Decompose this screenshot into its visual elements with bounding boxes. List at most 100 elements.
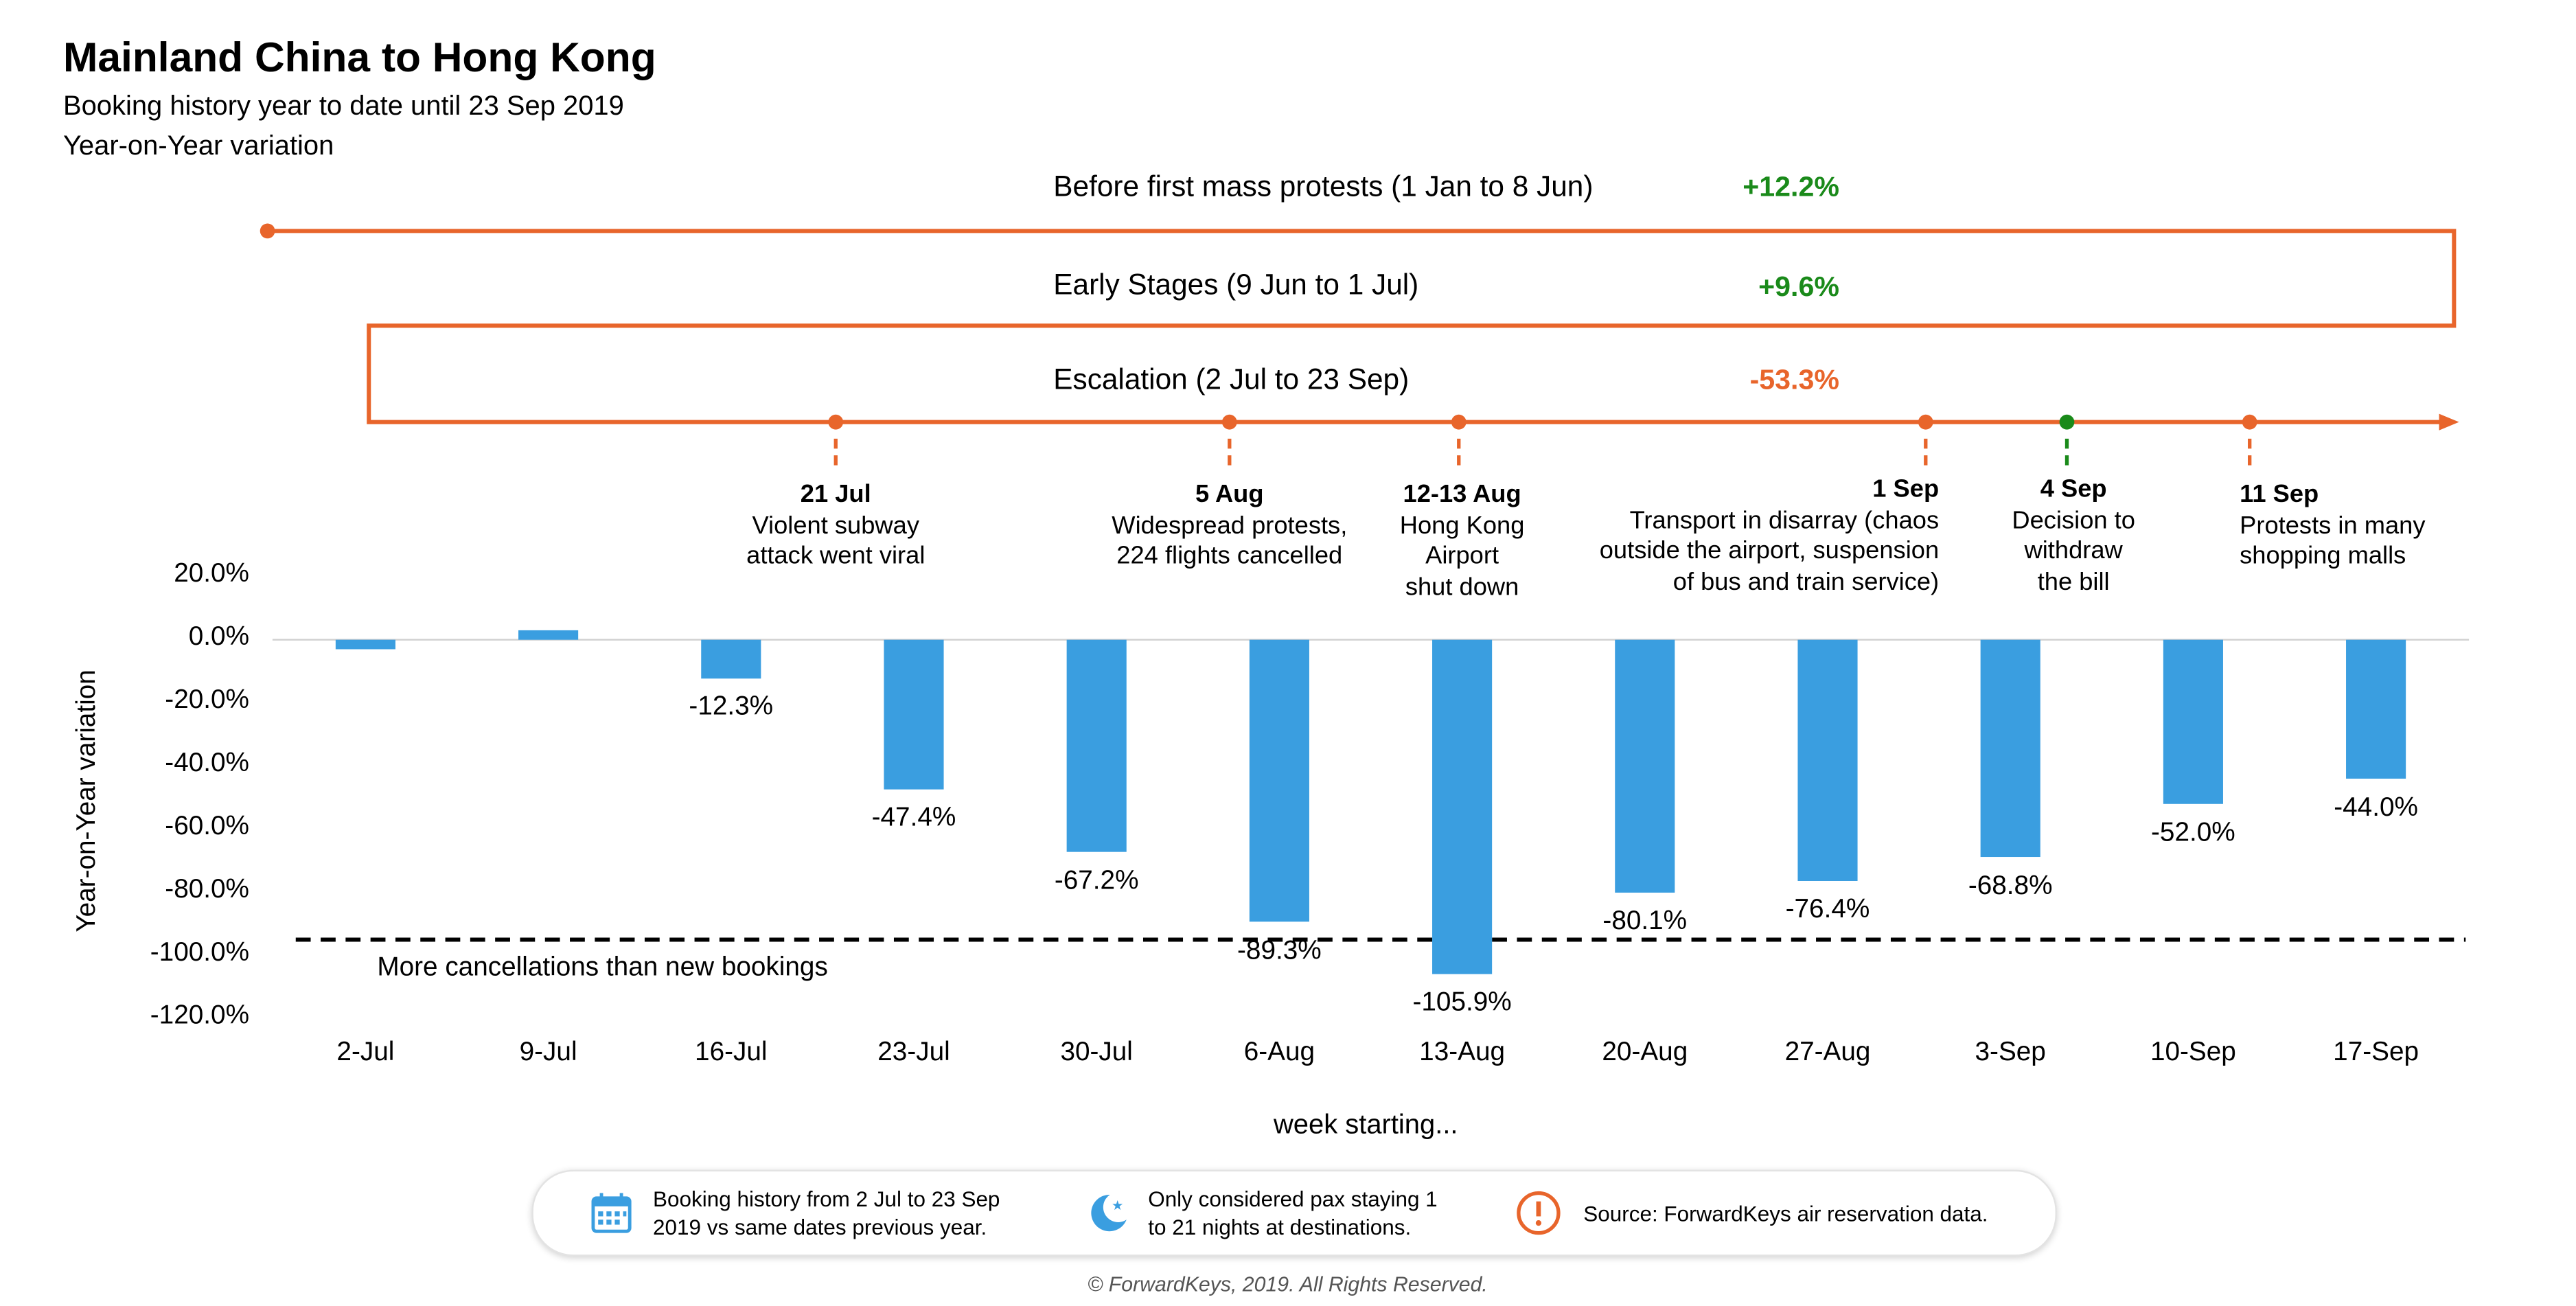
legend-box: Booking history from 2 Jul to 23 Sep 201… <box>531 1169 2057 1257</box>
data-label: -76.4% <box>1785 895 1870 924</box>
phase-label-before: Before first mass protests (1 Jan to 8 J… <box>1053 169 1594 203</box>
x-tick-label: 30-Jul <box>1060 1038 1133 1067</box>
x-tick-label: 9-Jul <box>519 1038 577 1067</box>
event-text: Widespread protests, <box>1112 511 1348 540</box>
event-date: 12-13 Aug <box>1403 480 1521 509</box>
event-date: 4 Sep <box>2040 475 2107 504</box>
alert-icon <box>1517 1191 1561 1235</box>
bar-17-sep <box>2346 639 2406 779</box>
svg-text:★: ★ <box>1112 1198 1123 1213</box>
event-text: withdraw <box>2024 536 2123 565</box>
chart-subtitle-2: Year-on-Year variation <box>62 131 334 161</box>
y-tick-label: -60.0% <box>165 812 249 841</box>
calendar-icon <box>591 1193 632 1233</box>
event-text: outside the airport, suspension <box>1599 536 1940 565</box>
event-text: Airport <box>1425 541 1499 571</box>
phase-value-early: +9.6% <box>1758 271 1839 303</box>
bar-23-jul <box>884 639 944 790</box>
event-12-13-aug: 12-13 Aug Hong Kong Airport shut down <box>1400 480 1525 603</box>
y-tick-label: -120.0% <box>150 1002 249 1031</box>
threshold-label: More cancellations than new bookings <box>377 954 828 983</box>
bar-10-sep <box>2163 639 2223 804</box>
timeline-arrow-head <box>2439 413 2459 431</box>
data-label: -47.4% <box>871 804 956 833</box>
event-11-sep: 11 Sep Protests in many shopping malls <box>2240 480 2425 572</box>
chart-subtitle: Booking history year to date until 23 Se… <box>62 91 624 122</box>
event-21-jul: 21 Jul Violent subway attack went viral <box>746 480 925 572</box>
bar-3-sep <box>1980 639 2040 858</box>
event-4-sep: 4 Sep Decision to withdraw the bill <box>2012 475 2135 598</box>
event-text: Hong Kong <box>1399 511 1525 540</box>
event-text: shut down <box>1405 572 1519 601</box>
event-date: 21 Jul <box>800 480 871 509</box>
phase-value-before: +12.2% <box>1743 171 1839 203</box>
bar-27-aug <box>1797 639 1858 881</box>
event-5-aug: 5 Aug Widespread protests, 224 flights c… <box>1112 480 1347 572</box>
bar-16-jul <box>701 639 761 679</box>
x-tick-label: 17-Sep <box>2333 1038 2419 1067</box>
event-text: attack went viral <box>746 541 925 571</box>
x-tick-label: 27-Aug <box>1784 1038 1871 1067</box>
y-tick-label: -20.0% <box>165 686 249 715</box>
copyright-footer: © ForwardKeys, 2019. All Rights Reserved… <box>1088 1272 1488 1296</box>
phase-label-escalation: Escalation (2 Jul to 23 Sep) <box>1053 362 1410 396</box>
moon-icon: ★ <box>1091 1194 1127 1232</box>
x-tick-label: 13-Aug <box>1419 1038 1506 1067</box>
legend-item-pax: Only considered pax staying 1 to 21 nigh… <box>1148 1186 1438 1240</box>
y-axis-label: Year-on-Year variation <box>71 669 101 932</box>
y-tick-label: 0.0% <box>188 623 249 652</box>
phase-value-escalation: -53.3% <box>1749 363 1839 396</box>
event-text: Transport in disarray (chaos <box>1629 505 1940 535</box>
bar-6-aug <box>1249 639 1309 922</box>
legend-item-source: Source: ForwardKeys air reservation data… <box>1583 1201 1988 1226</box>
event-text: shopping malls <box>2240 541 2406 571</box>
y-tick-label: -100.0% <box>150 939 249 967</box>
event-marker-0 <box>828 414 844 430</box>
x-tick-label: 3-Sep <box>1975 1038 2046 1067</box>
y-tick-label: -80.0% <box>165 875 249 904</box>
data-label: -80.1% <box>1602 907 1688 936</box>
event-text: 224 flights cancelled <box>1116 541 1343 571</box>
bar-2-jul <box>335 639 395 650</box>
event-date: 11 Sep <box>2240 480 2319 509</box>
timeline-start-marker <box>260 223 275 239</box>
x-tick-label: 6-Aug <box>1243 1038 1315 1067</box>
event-marker-3 <box>1918 414 1933 430</box>
event-marker-5 <box>2242 414 2257 430</box>
bar-9-jul <box>518 630 579 640</box>
event-marker-2 <box>1451 414 1467 430</box>
event-text: Protests in many <box>2240 511 2426 540</box>
event-1-sep: 1 Sep Transport in disarray (chaos outsi… <box>1600 475 1939 598</box>
y-tick-label: 20.0% <box>174 560 249 588</box>
event-text: of bus and train service) <box>1672 567 1940 596</box>
bar-20-aug <box>1615 639 1675 893</box>
chart-title: Mainland China to Hong Kong <box>62 34 656 82</box>
bar-13-aug <box>1432 639 1493 974</box>
y-tick-label: -40.0% <box>165 749 249 778</box>
data-label: -44.0% <box>2334 793 2418 822</box>
event-text: Violent subway <box>752 511 919 540</box>
x-tick-label: 16-Jul <box>695 1038 768 1067</box>
x-axis-label: week starting... <box>1273 1110 1458 1141</box>
bar-30-jul <box>1066 639 1127 852</box>
event-text: Decision to <box>2012 505 2135 535</box>
data-label: -89.3% <box>1237 937 1322 965</box>
timeline <box>260 223 2459 431</box>
data-label: -52.0% <box>2151 818 2235 847</box>
legend-item-booking-history: Booking history from 2 Jul to 23 Sep 201… <box>653 1186 1000 1240</box>
data-label: -67.2% <box>1054 867 1139 895</box>
x-tick-label: 20-Aug <box>1602 1038 1688 1067</box>
event-text: the bill <box>2037 567 2110 596</box>
event-marker-4 <box>2059 414 2075 430</box>
timeline-line <box>267 229 2457 424</box>
phase-label-early: Early Stages (9 Jun to 1 Jul) <box>1053 267 1419 301</box>
x-tick-label: 23-Jul <box>877 1038 950 1067</box>
event-date: 5 Aug <box>1195 480 1264 509</box>
x-tick-label: 2-Jul <box>336 1038 395 1067</box>
data-label: -105.9% <box>1412 989 1512 1018</box>
event-marker-1 <box>1221 414 1237 430</box>
x-tick-label: 10-Sep <box>2150 1038 2236 1067</box>
data-label: -68.8% <box>1968 871 2053 900</box>
data-label: -12.3% <box>689 694 774 722</box>
